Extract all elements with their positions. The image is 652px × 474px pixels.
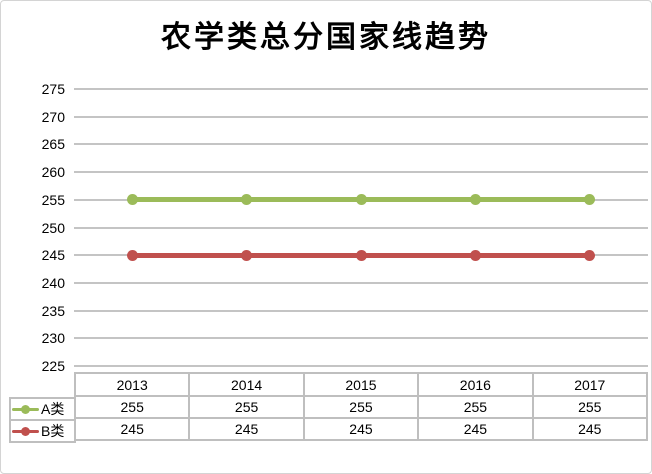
y-gridline [74,337,648,340]
data-point-marker [584,249,596,261]
y-axis-tick-label: 250 [41,219,65,236]
value-cell: 245 [73,417,191,441]
year-header-cell: 2016 [417,372,534,397]
value-cell: 255 [531,395,649,419]
legend-key-a: A类 [11,402,74,416]
y-axis-tick-label: 265 [41,136,65,153]
year-header-cell: 2015 [302,372,420,397]
y-axis-tick-label: 235 [41,302,65,319]
value-cell: 255 [73,395,191,419]
legend-row-b: B类 [9,419,76,443]
y-gridline [74,143,648,146]
value-cell: 245 [417,417,534,441]
data-point-marker [355,194,367,206]
data-point-marker [584,194,596,206]
year-header-row: 2013 2014 2015 2016 2017 [73,372,649,397]
data-point-marker [241,194,253,206]
y-axis-tick-label: 245 [41,247,65,264]
y-gridline [74,281,648,284]
a-series-marker-icon [21,404,30,414]
series-b-value-row: 245 245 245 245 245 [73,417,649,441]
y-axis-tick-label: 225 [41,358,65,374]
b-series-legend-label: B类 [41,423,65,439]
y-gridline [74,226,648,229]
data-point-marker [469,249,481,261]
y-gridline [74,309,648,312]
a-series-legend-label: A类 [41,401,65,417]
data-point-marker [126,249,138,261]
series-line-segment [361,197,476,203]
chart-title: 农学类总分国家线趋势 [161,21,491,54]
data-table: 2013 2014 2015 2016 2017 255 255 255 255… [73,372,649,441]
y-axis-tick-label: 270 [41,108,65,125]
y-axis-tick-label: 255 [41,191,65,208]
value-cell: 245 [302,417,420,441]
a-series-legend-icon [12,404,39,415]
y-axis-tick-label: 230 [41,330,65,347]
y-axis-tick-label: 275 [41,81,65,97]
legend-row-a: A类 [9,397,76,421]
year-header-cell: 2014 [188,372,305,397]
y-gridline [74,171,648,174]
y-axis-tick-label: 240 [41,274,65,291]
series-a-value-row: 255 255 255 255 255 [73,395,649,419]
series-line-segment [475,252,590,258]
value-cell: 245 [188,417,305,441]
series-line-segment [132,252,247,258]
y-gridline [74,88,648,90]
year-header-cell: 2013 [73,372,191,397]
series-line-segment [246,197,361,203]
series-line-segment [246,252,361,258]
b-series-legend-icon [12,426,39,437]
legend-key-b: B类 [11,424,74,438]
y-axis-tick-label: 260 [41,164,65,181]
data-point-marker [241,249,253,261]
data-point-marker [469,194,481,206]
value-cell: 255 [302,395,420,419]
data-point-marker [126,194,138,206]
value-cell: 245 [531,417,649,441]
value-cell: 255 [417,395,534,419]
series-line-segment [475,197,590,203]
legend: A类 B类 [9,397,76,443]
data-point-marker [355,249,367,261]
series-line-segment [361,252,476,258]
b-series-marker-icon [21,426,30,436]
series-line-segment [132,197,247,203]
value-cell: 255 [188,395,305,419]
y-gridline [74,365,648,367]
y-gridline [74,115,648,118]
year-header-cell: 2017 [531,372,649,397]
